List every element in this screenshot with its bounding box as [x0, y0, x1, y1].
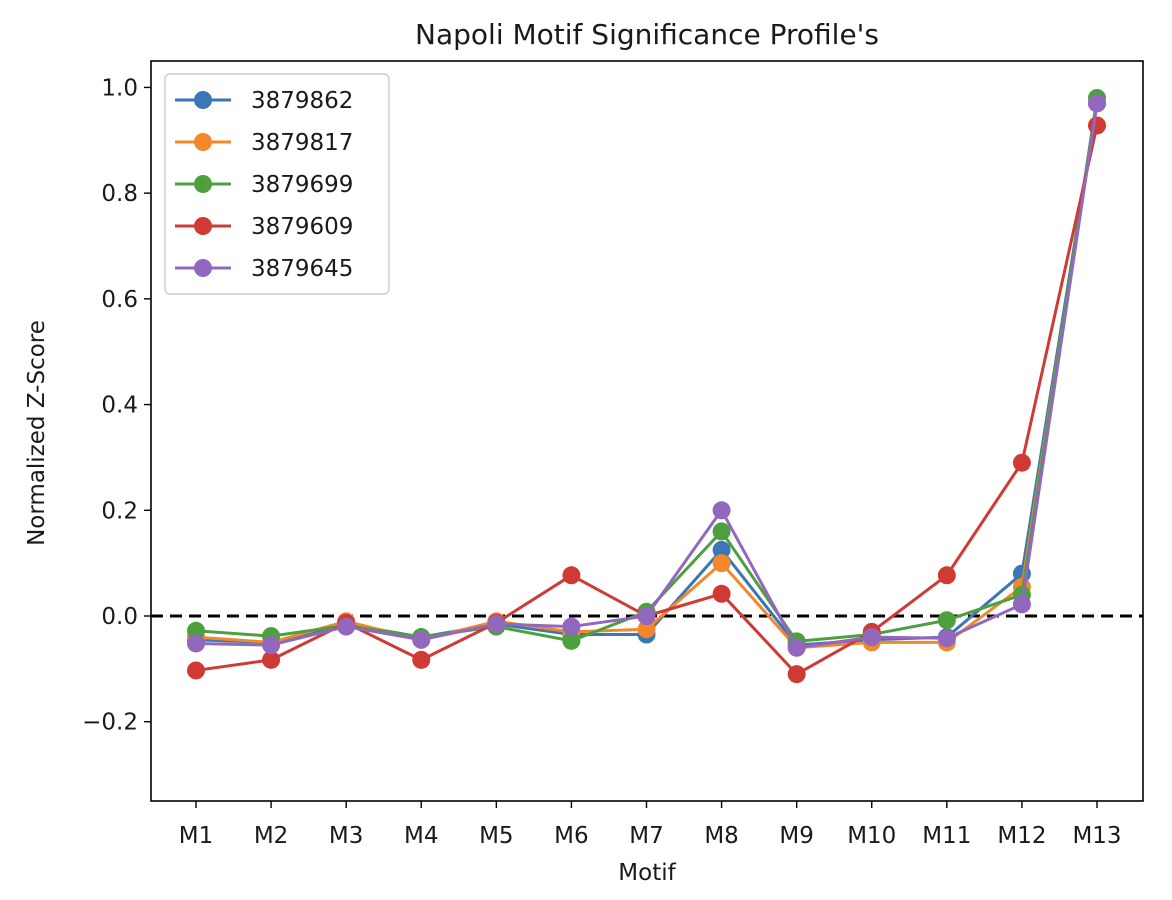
- data-point: [712, 554, 731, 573]
- legend-marker: [194, 259, 212, 277]
- legend-item: 3879609: [175, 214, 353, 240]
- x-tick-label: M4: [404, 823, 438, 849]
- data-point: [562, 617, 581, 636]
- x-tick-label: M11: [922, 823, 971, 849]
- x-axis-label: Motif: [618, 860, 676, 886]
- data-point: [937, 629, 956, 648]
- data-point: [862, 628, 881, 647]
- data-point: [1088, 94, 1106, 113]
- y-tick-label: −0.2: [82, 710, 138, 736]
- data-point: [1088, 116, 1106, 135]
- data-point: [937, 566, 956, 585]
- legend-label: 3879817: [251, 130, 353, 156]
- data-point: [562, 566, 581, 585]
- data-point: [337, 617, 356, 636]
- legend-label: 3879609: [251, 214, 353, 240]
- data-point: [1012, 453, 1031, 472]
- data-point: [787, 665, 806, 684]
- data-point: [637, 620, 656, 639]
- legend-item: 3879645: [175, 256, 353, 282]
- data-point: [712, 540, 731, 559]
- legend-marker: [194, 133, 212, 151]
- data-point: [712, 501, 731, 520]
- x-tick-label: M7: [629, 823, 663, 849]
- legend-label: 3879862: [251, 88, 353, 114]
- x-tick-label: M8: [704, 823, 738, 849]
- legend-marker: [194, 175, 212, 193]
- x-tick-label: M2: [254, 823, 288, 849]
- x-tick-label: M10: [847, 823, 896, 849]
- legend: 3879862 3879817 3879699 3879609 3879645: [164, 73, 390, 295]
- legend-marker: [194, 91, 212, 109]
- data-point: [937, 611, 956, 630]
- data-point: [262, 636, 281, 655]
- data-point: [562, 631, 581, 650]
- data-point: [187, 621, 205, 640]
- y-axis-label: Normalized Z-Score: [24, 320, 50, 546]
- y-tick-label: 0.2: [101, 498, 138, 524]
- legend-item: 3879862: [175, 88, 353, 114]
- x-tick-label: M5: [479, 823, 513, 849]
- data-point: [1012, 595, 1031, 614]
- legend-label: 3879645: [251, 256, 353, 282]
- data-point: [787, 638, 806, 657]
- chart-title: Napoli Motif Significance Profile's: [415, 18, 879, 51]
- x-tick-label: M3: [329, 823, 363, 849]
- data-point: [412, 630, 431, 649]
- data-point: [412, 650, 431, 669]
- legend-item: 3879817: [175, 130, 353, 156]
- y-tick-label: 0.6: [101, 287, 138, 313]
- y-tick-label: 0.8: [101, 181, 138, 207]
- x-tick-label: M6: [554, 823, 588, 849]
- legend-item: 3879699: [175, 172, 353, 198]
- x-tick-label: M9: [779, 823, 813, 849]
- y-tick-label: 0.4: [101, 393, 138, 419]
- data-point: [637, 607, 656, 625]
- data-point: [487, 614, 506, 633]
- series-3879645: [187, 94, 1106, 657]
- data-point: [712, 584, 731, 603]
- data-point: [262, 650, 281, 669]
- x-tick-label: M13: [1072, 823, 1121, 849]
- y-tick-label: 0.0: [101, 604, 138, 630]
- data-point: [187, 634, 205, 653]
- y-tick-label: 1.0: [101, 75, 138, 101]
- legend-marker: [194, 217, 212, 235]
- data-point: [187, 661, 205, 680]
- legend-label: 3879699: [251, 172, 353, 198]
- x-tick-label: M12: [997, 823, 1046, 849]
- legend-frame: [164, 73, 390, 295]
- plot-area: −0.2 0.0 0.2 0.4 0.6 0.8 1.0 M1 M2 M3 M4 M5 M6 M7 M8 M9…: [82, 60, 1144, 849]
- data-point: [712, 522, 731, 541]
- x-tick-label: M1: [179, 823, 213, 849]
